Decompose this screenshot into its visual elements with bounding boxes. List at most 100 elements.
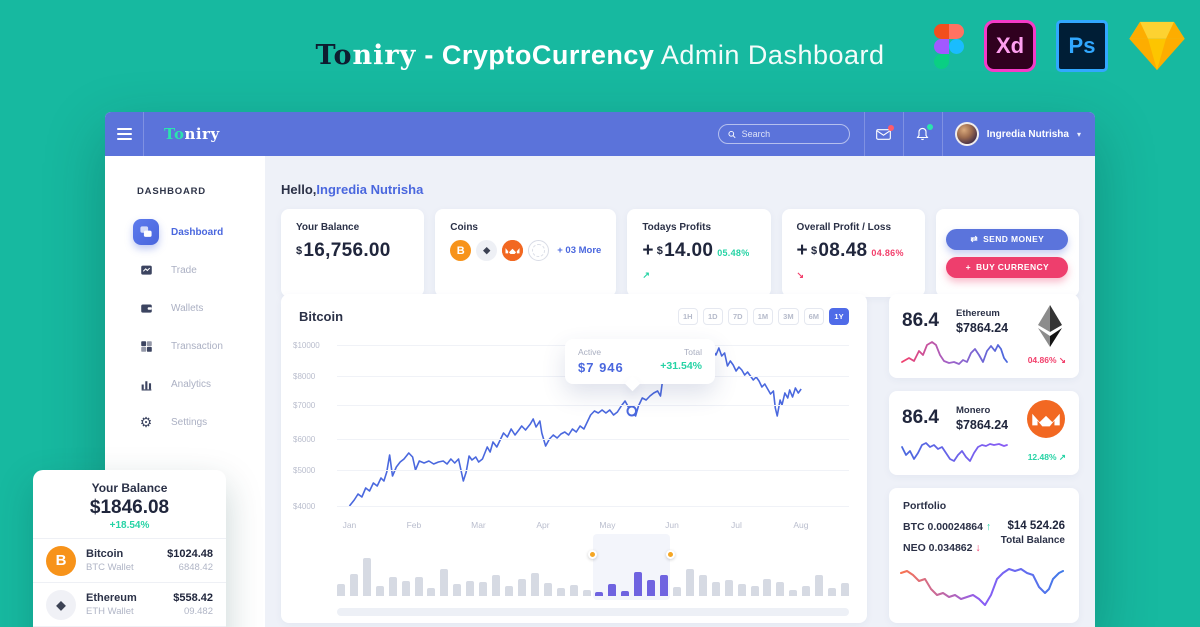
volume-bar[interactable] [440,569,449,596]
wallet-row-ethereum[interactable]: ◆ Ethereum ETH Wallet $558.42 09.482 [33,582,226,626]
transaction-icon [133,333,159,359]
sidebar-section-label: DASHBOARD [137,186,206,197]
todays-profits-delta: 05.48% ↗ [642,248,750,280]
sidebar-item-dashboard[interactable]: Dashboard [105,213,265,251]
wallet-row-bitcoin[interactable]: B Bitcoin BTC Wallet $1024.48 6848.42 [33,538,226,582]
volume-bar[interactable] [724,580,733,596]
unread-badge [887,124,894,131]
hero-title-light: Admin Dashboard [660,40,885,70]
divider [941,112,943,156]
volume-bar[interactable] [647,580,656,596]
user-menu[interactable]: Ingredia Nutrisha ▾ [943,122,1095,146]
gridline [337,405,849,406]
volume-bar[interactable] [414,577,423,596]
volume-bar[interactable] [802,586,811,596]
volume-bar[interactable] [556,588,565,596]
volume-bar[interactable] [698,575,707,596]
chart-marker[interactable] [627,407,636,416]
volume-bar[interactable] [672,587,681,596]
analytics-icon [133,371,159,397]
volume-bar[interactable] [737,584,746,596]
bitcoin-icon: B [46,545,76,576]
selection-handle-right[interactable] [665,550,675,559]
selection-band[interactable] [593,534,670,600]
monero-coin-icon [502,240,524,261]
range-button-1d[interactable]: 1D [702,308,723,325]
range-button-6m[interactable]: 6M [803,308,824,325]
top-navbar: Toniry Ingredia Nutrisha ▾ [105,112,1095,156]
x-axis-label: Aug [793,520,809,530]
photoshop-icon: Ps [1056,20,1108,72]
range-button-1h[interactable]: 1H [677,308,698,325]
range-button-3m[interactable]: 3M [778,308,799,325]
volume-bar[interactable] [466,581,475,596]
volume-bar[interactable] [349,574,358,596]
app-logo[interactable]: Toniry [164,125,220,143]
volume-bar[interactable] [388,577,397,596]
more-coins-link[interactable]: + 03 More [557,245,602,256]
coins-card: Coins B ◆ + 03 More [435,209,617,297]
hero-title: Toniry - CryptoCurrency Admin Dashboard [0,40,1200,71]
notifications-button[interactable] [904,124,942,141]
sidebar-item-transaction[interactable]: Transaction [105,327,265,365]
gridline [337,439,849,440]
volume-bar[interactable] [582,590,591,596]
search-box[interactable] [717,124,850,144]
volume-bar[interactable] [530,573,539,596]
chevron-down-icon: ▾ [1076,129,1081,139]
search-input[interactable] [741,129,840,139]
send-money-button[interactable]: ⇄ SEND MONEY [946,228,1069,250]
buy-currency-button[interactable]: + BUY CURRENCY [946,256,1069,278]
menu-toggle-button[interactable] [105,128,143,140]
selection-handle-left[interactable] [588,550,597,559]
tooltip-total-value: +31.54% [660,360,702,372]
volume-bar[interactable] [453,584,462,596]
sidebar-item-wallets[interactable]: Wallets [105,289,265,327]
portfolio-neo-row: NEO 0.034862 ↓ [903,542,981,554]
sidebar-item-settings[interactable]: ⚙ Settings [105,403,265,441]
y-axis-label: $7000 [293,401,316,410]
volume-bar[interactable] [660,575,669,596]
volume-bar[interactable] [608,584,617,596]
range-button-7d[interactable]: 7D [727,308,748,325]
volume-bar[interactable] [840,583,849,596]
volume-bar[interactable] [543,583,552,596]
volume-bar[interactable] [634,572,643,596]
range-button-1y[interactable]: 1Y [829,308,849,325]
volume-bar[interactable] [504,586,513,596]
wallet-balance-delta: +18.54% [109,520,150,531]
volume-bar[interactable] [479,582,488,596]
sidebar-item-analytics[interactable]: Analytics [105,365,265,403]
range-button-1m[interactable]: 1M [752,308,774,325]
volume-bar[interactable] [815,575,824,596]
volume-bar[interactable] [401,581,410,596]
divider [143,112,144,156]
volume-bar[interactable] [595,592,604,596]
volume-bar[interactable] [337,584,345,596]
volume-bar[interactable] [569,585,578,596]
volume-bar[interactable] [492,575,501,596]
volume-bar[interactable] [685,569,694,596]
volume-bar[interactable] [763,579,772,596]
chart-scrollbar[interactable] [337,608,849,616]
volume-bar[interactable] [362,558,371,596]
volume-bar[interactable] [789,590,798,596]
x-axis-label: Jun [665,520,679,530]
volume-bar[interactable] [375,586,384,596]
ethereum-logo-icon [1038,305,1062,347]
mail-icon [876,128,892,140]
gridline [337,470,849,471]
volume-bar[interactable] [750,586,759,596]
volume-bar[interactable] [517,579,526,596]
bitcoin-line-chart [337,339,849,514]
messages-button[interactable] [865,124,903,141]
volume-bar[interactable] [621,591,630,596]
volume-bar[interactable] [427,588,436,596]
volume-bar[interactable] [776,582,785,596]
volume-bar[interactable] [711,582,720,596]
sidebar-item-trade[interactable]: Trade [105,251,265,289]
volume-bars [337,534,849,600]
figma-icon [934,23,964,69]
greeting: Hello,Ingredia Nutrisha [281,182,424,197]
volume-bar[interactable] [828,588,837,596]
